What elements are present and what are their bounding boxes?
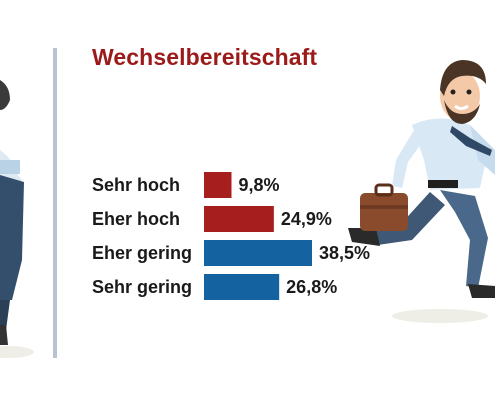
category-label: Sehr gering xyxy=(92,277,192,297)
divider xyxy=(53,48,57,358)
bar xyxy=(204,172,232,198)
bar xyxy=(204,274,280,300)
value-label: 26,8% xyxy=(286,277,337,297)
bar xyxy=(204,206,274,232)
category-label: Eher gering xyxy=(92,243,192,263)
value-label: 9,8% xyxy=(238,175,279,195)
value-label: 38,5% xyxy=(319,243,370,263)
chart-title: Wechselbereitschaft xyxy=(92,44,318,70)
bar xyxy=(204,240,312,266)
value-label: 24,9% xyxy=(281,209,332,229)
category-label: Eher hoch xyxy=(92,209,180,229)
category-label: Sehr hoch xyxy=(92,175,180,195)
